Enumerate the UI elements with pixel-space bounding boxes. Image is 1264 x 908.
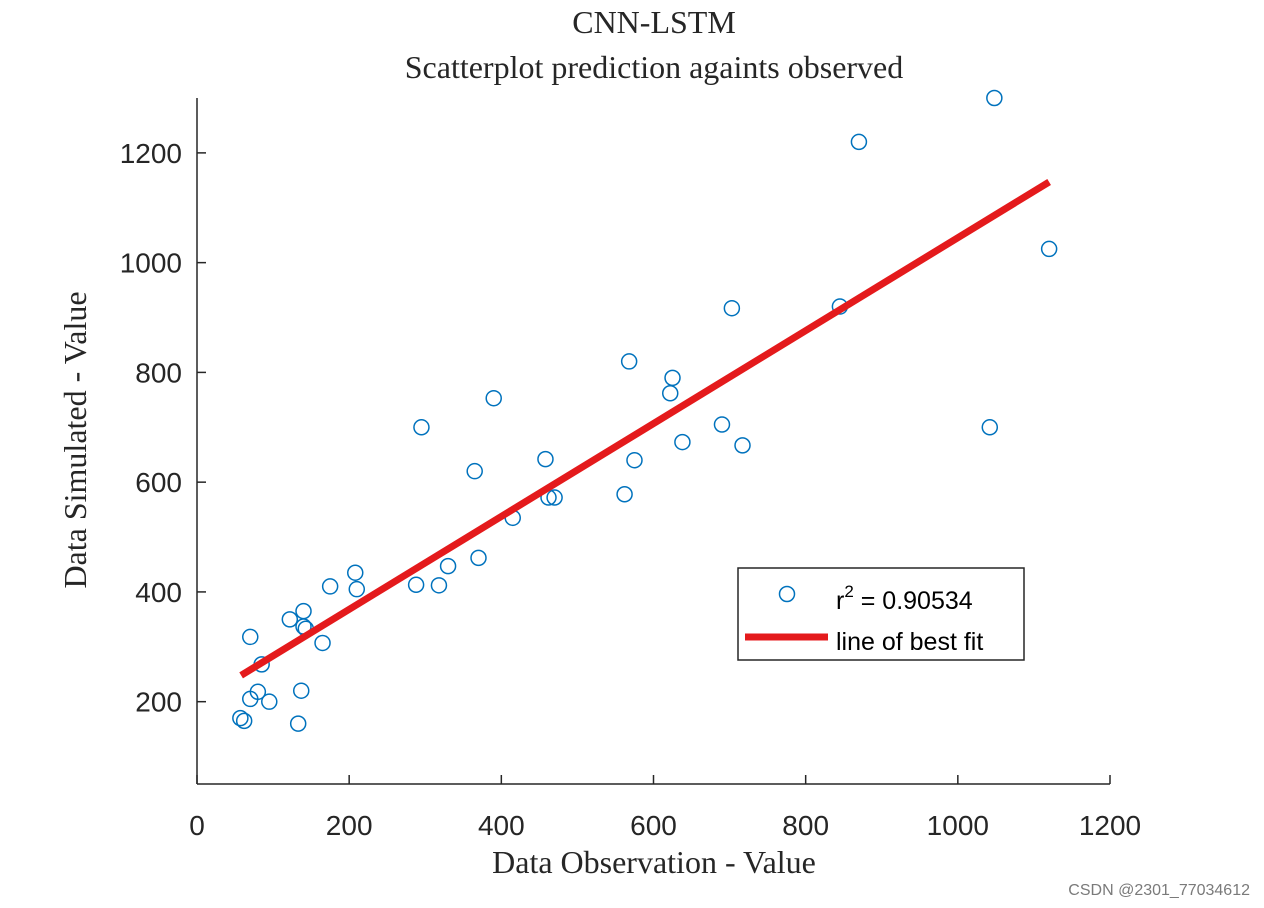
tick-marks: 0 200 400 600 800 1000 1200 200 400 600 800 1000 120… xyxy=(120,138,1141,841)
scatter-point xyxy=(289,715,307,732)
scatter-point xyxy=(620,353,638,370)
scatter-points xyxy=(232,89,1058,732)
scatter-point xyxy=(321,578,339,595)
scatter-point xyxy=(466,462,483,480)
legend-entry-r2: r2 = 0.90534 xyxy=(836,582,973,615)
legend-box xyxy=(737,567,1025,661)
y-tick-label: 200 xyxy=(135,687,182,718)
scatter-point xyxy=(626,451,643,469)
x-tick-label: 1200 xyxy=(1079,810,1141,841)
y-tick-label: 1000 xyxy=(120,248,182,279)
scatter-point xyxy=(981,419,999,436)
scatter-point xyxy=(616,485,633,503)
fit-line xyxy=(239,178,1051,679)
watermark: CSDN @2301_77034612 xyxy=(1068,882,1250,899)
scatter-point xyxy=(430,577,448,594)
scatter-point xyxy=(664,369,681,387)
scatter-point xyxy=(723,299,741,317)
x-tick-label: 0 xyxy=(189,810,205,841)
scatter-point xyxy=(407,576,425,594)
x-tick-label: 400 xyxy=(478,810,525,841)
scatter-point xyxy=(661,385,679,402)
y-tick-label: 600 xyxy=(135,467,182,498)
legend-entry-fit: line of best fit xyxy=(836,628,983,656)
legend-r-value: = 0.90534 xyxy=(854,587,973,615)
legend-marker-circle xyxy=(778,585,796,603)
scatter-point xyxy=(537,450,554,468)
legend-r-text: r xyxy=(836,587,844,615)
scatter-point xyxy=(348,580,366,598)
scatter-point xyxy=(261,693,278,710)
scatter-point xyxy=(470,549,487,567)
scatter-point xyxy=(734,437,751,454)
axes xyxy=(196,98,1110,785)
scatter-point xyxy=(1040,240,1058,258)
scatter-point xyxy=(295,602,312,620)
scatter-point xyxy=(235,712,253,730)
scatter-point xyxy=(314,634,331,652)
y-tick-label: 800 xyxy=(135,357,182,388)
scatter-point xyxy=(281,611,299,628)
y-tick-label: 400 xyxy=(135,577,182,608)
y-tick-label: 1200 xyxy=(120,138,182,169)
scatter-point xyxy=(485,389,502,407)
scatter-point xyxy=(292,682,310,699)
x-tick-label: 600 xyxy=(630,810,677,841)
scatter-point xyxy=(546,489,563,506)
y-axis-label: Data Simulated - Value xyxy=(57,291,93,588)
chart-title: CNN-LSTM xyxy=(572,4,736,40)
x-tick-label: 800 xyxy=(782,810,829,841)
scatter-point xyxy=(249,683,267,701)
scatter-point xyxy=(850,133,868,151)
scatter-point xyxy=(242,628,259,646)
scatter-point xyxy=(413,419,430,436)
chart-subtitle: Scatterplot prediction againts observed xyxy=(405,49,904,85)
scatter-point xyxy=(986,89,1003,107)
legend-r-superscript: 2 xyxy=(844,582,853,601)
x-tick-label: 200 xyxy=(326,810,373,841)
scatter-point xyxy=(713,416,731,433)
scatter-point xyxy=(674,433,691,451)
x-tick-label: 1000 xyxy=(927,810,989,841)
scatter-point xyxy=(347,564,364,581)
scatter-point xyxy=(232,709,249,727)
x-axis-label: Data Observation - Value xyxy=(492,844,816,880)
legend: r2 = 0.90534 line of best fit xyxy=(737,567,1025,661)
scatter-point xyxy=(439,557,457,575)
best-fit-line xyxy=(239,178,1051,679)
